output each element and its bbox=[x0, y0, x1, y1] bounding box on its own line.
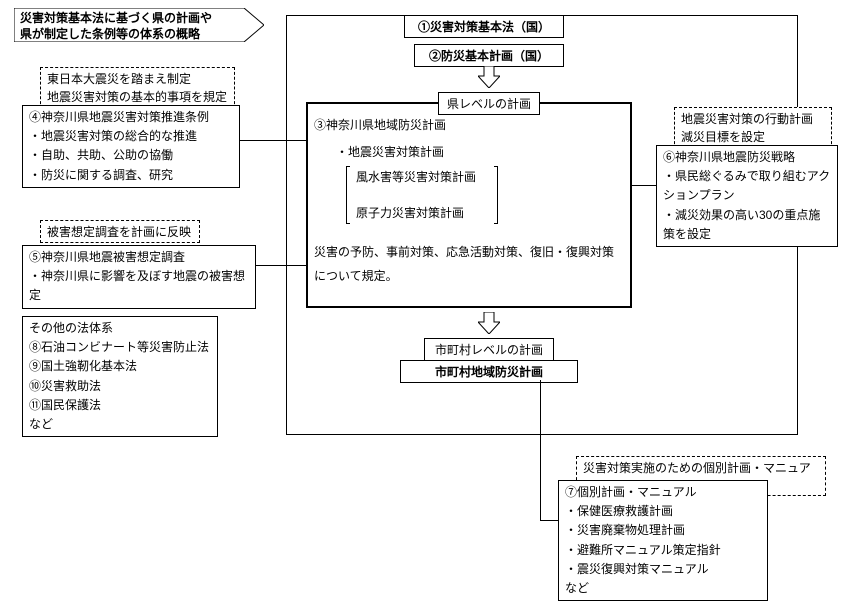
box7-li1: ・保健医療救護計画 bbox=[565, 502, 761, 521]
box-city-plan: 市町村地域防災計画 bbox=[400, 360, 578, 383]
other-li3: ⑩災害救助法 bbox=[29, 377, 211, 396]
arrow-2 bbox=[478, 312, 500, 334]
box6-note2: 減災目標を設定 bbox=[681, 128, 825, 146]
box7-li5: など bbox=[565, 579, 761, 598]
other-li2: ⑨国土強靭化基本法 bbox=[29, 357, 211, 376]
box6: ⑥神奈川県地震防災戦略 ・県民総ぐるみで取り組むアクションプラン ・減災効果の高… bbox=[656, 145, 838, 247]
box3-sub1: ・地震災害対策計画 bbox=[336, 143, 624, 160]
arrow-1 bbox=[478, 66, 500, 88]
box4-li2: ・自助、共助、公助の協働 bbox=[29, 146, 233, 165]
box4: ④神奈川県地震災害対策推進条例 ・地震災害対策の総合的な推進 ・自助、共助、公助… bbox=[22, 105, 240, 188]
box6-li2: ・減災効果の高い30の重点施策を設定 bbox=[663, 206, 831, 244]
box4-title: ④神奈川県地震災害対策推進条例 bbox=[29, 108, 233, 127]
other-li4: ⑪国民保護法 bbox=[29, 396, 211, 415]
level-city-label: 市町村レベルの計画 bbox=[424, 338, 554, 361]
box-law-national: ①災害対策基本法（国） bbox=[404, 15, 564, 38]
box4-note2: 地震災害対策の基本的事項を規定 bbox=[47, 88, 228, 106]
box7-li4: ・震災復興対策マニュアル bbox=[565, 560, 761, 579]
box-other-laws: その他の法体系 ⑧石油コンビナート等災害防止法 ⑨国土強靭化基本法 ⑩災害救助法… bbox=[22, 316, 218, 437]
box3-frame: ③神奈川県地域防災計画 ・地震災害対策計画 風水害等災害対策計画 原子力災害対策… bbox=[306, 102, 632, 308]
box3-bracket1: 風水害等災害対策計画 bbox=[356, 168, 476, 185]
box7-li2: ・災害廃棄物処理計画 bbox=[565, 521, 761, 540]
box6-title: ⑥神奈川県地震防災戦略 bbox=[663, 148, 831, 167]
box4-note: 東日本大震災を踏まえ制定 地震災害対策の基本的事項を規定 bbox=[40, 67, 235, 109]
box5: ⑤神奈川県地震被害想定調査 ・神奈川県に影響を及ぼす地震の被害想定 bbox=[22, 245, 256, 309]
connector-box4 bbox=[240, 140, 306, 141]
box3-footer: 災害の予防、事前対策、応急活動対策、復旧・復興対策について規定。 bbox=[314, 240, 624, 288]
box6-note1: 地震災害対策の行動計画 bbox=[681, 110, 825, 128]
box4-li3: ・防災に関する調査、研究 bbox=[29, 166, 233, 185]
box3-bracket-right bbox=[494, 166, 498, 224]
box3-bracket-left bbox=[346, 166, 350, 224]
box6-note: 地震災害対策の行動計画 減災目標を設定 bbox=[674, 107, 832, 149]
level-prefecture-label: 県レベルの計画 bbox=[438, 92, 540, 115]
box6-li1: ・県民総ぐるみで取り組むアクションプラン bbox=[663, 167, 831, 205]
header-line1: 災害対策基本法に基づく県の計画や bbox=[20, 11, 212, 27]
box5-note: 被害想定調査を計画に反映 bbox=[40, 220, 200, 243]
box5-title: ⑤神奈川県地震被害想定調査 bbox=[29, 248, 249, 267]
other-li5: など bbox=[29, 415, 211, 434]
other-li1: ⑧石油コンビナート等災害防止法 bbox=[29, 338, 211, 357]
other-title: その他の法体系 bbox=[29, 319, 211, 338]
box7-title: ⑦個別計画・マニュアル bbox=[565, 483, 761, 502]
box3-bracket2: 原子力災害対策計画 bbox=[356, 204, 464, 221]
connector-box6 bbox=[632, 185, 656, 186]
box-basic-plan: ②防災基本計画（国） bbox=[414, 44, 564, 67]
box5-li1: ・神奈川県に影響を及ぼす地震の被害想定 bbox=[29, 267, 249, 305]
header-pointer: 災害対策基本法に基づく県の計画や 県が制定した条例等の体系の概略 bbox=[14, 8, 264, 42]
box4-li1: ・地震災害対策の総合的な推進 bbox=[29, 127, 233, 146]
box7: ⑦個別計画・マニュアル ・保健医療救護計画 ・災害廃棄物処理計画 ・避難所マニュ… bbox=[558, 480, 768, 601]
box7-li3: ・避難所マニュアル策定指針 bbox=[565, 541, 761, 560]
box4-note1: 東日本大震災を踏まえ制定 bbox=[47, 70, 228, 88]
box3-title: ③神奈川県地域防災計画 bbox=[314, 116, 624, 133]
header-line2: 県が制定した条例等の体系の概略 bbox=[20, 27, 212, 43]
connector-box5 bbox=[256, 265, 306, 266]
